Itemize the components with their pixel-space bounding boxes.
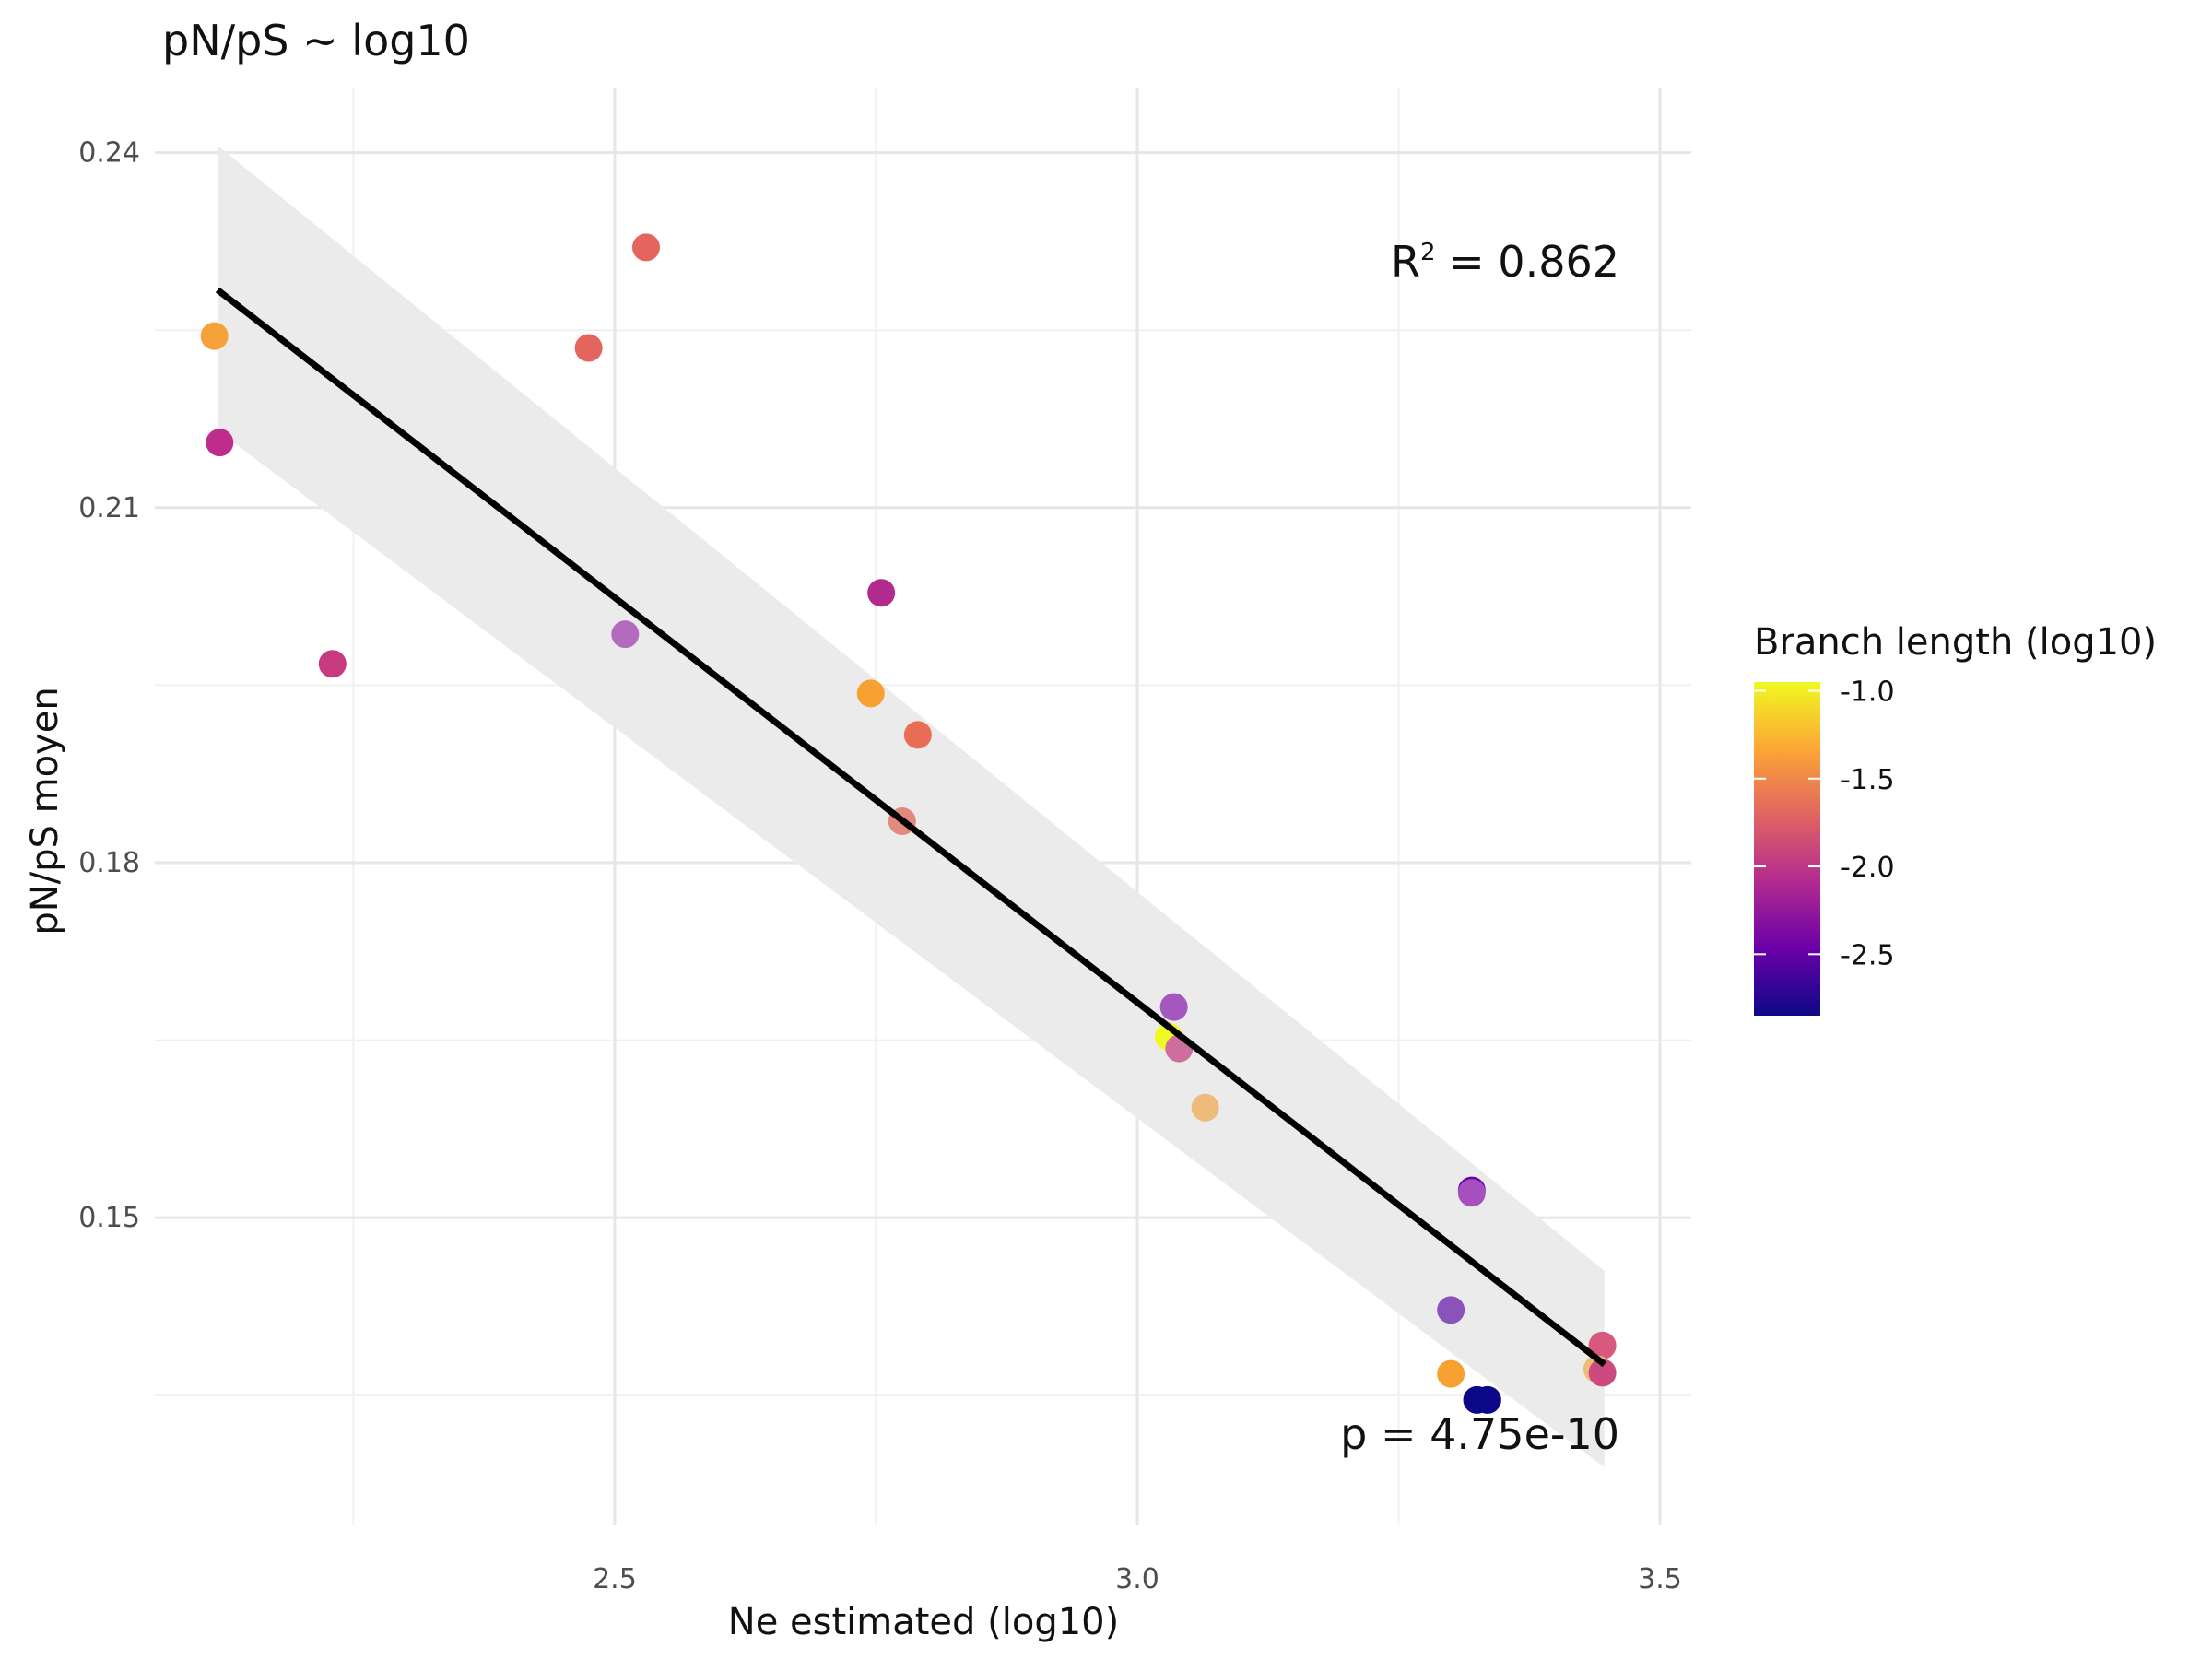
x-tick-label: 3.5 (1638, 1563, 1682, 1595)
data-point (1473, 1385, 1501, 1414)
data-point (1457, 1179, 1486, 1207)
colorbar (1754, 682, 1820, 1016)
data-point (1588, 1331, 1617, 1359)
colorbar-tick-label: -1.5 (1841, 764, 1895, 796)
data-point (867, 579, 896, 607)
data-point (1437, 1359, 1465, 1388)
data-point (574, 334, 603, 362)
grid (155, 88, 1691, 1525)
r-squared-value: = 0.862 (1436, 237, 1619, 287)
y-tick-label: 0.21 (78, 492, 140, 524)
y-tick-label: 0.24 (78, 137, 140, 170)
colorbar-ticks: -1.0 -1.5 -2.0 -2.5 (1754, 677, 1895, 971)
data-point (856, 679, 885, 708)
data-point (206, 429, 234, 457)
data-point (318, 650, 347, 678)
y-axis-title: pN/pS moyen (24, 687, 66, 935)
y-tick-label: 0.18 (78, 847, 140, 879)
data-points (200, 233, 1617, 1414)
confidence-band (218, 145, 1605, 1468)
colorbar-tick-label: -2.5 (1841, 939, 1895, 971)
r-squared-superscript: 2 (1420, 239, 1436, 266)
data-point (1437, 1296, 1465, 1324)
confidence-band-area (218, 145, 1605, 1468)
r-squared-annotation: R2 = 0.862 (1391, 237, 1619, 287)
y-tick-label: 0.15 (78, 1202, 140, 1234)
data-point (631, 233, 660, 262)
legend-title: Branch length (log10) (1754, 621, 2157, 664)
colorbar-tick-label: -2.0 (1841, 852, 1895, 884)
colorbar-tick-label: -1.0 (1841, 677, 1895, 709)
y-axis-ticks: 0.15 0.18 0.21 0.24 (78, 137, 140, 1235)
r-squared-label: R (1391, 237, 1420, 287)
data-point (200, 322, 229, 350)
data-point (1191, 1093, 1219, 1122)
x-tick-label: 3.0 (1115, 1563, 1159, 1595)
data-point (611, 620, 640, 649)
data-point (1159, 993, 1188, 1021)
x-axis-title: Ne estimated (log10) (728, 1601, 1119, 1643)
data-point (1588, 1359, 1617, 1387)
regression-line-group (215, 287, 1607, 1368)
chart-title: pN/pS ~ log10 (162, 16, 470, 65)
regression-line (215, 287, 1607, 1368)
x-tick-label: 2.5 (593, 1563, 637, 1595)
p-value-annotation: p = 4.75e-10 (1340, 1409, 1619, 1459)
x-axis-ticks: 2.5 3.0 3.5 (593, 1563, 1682, 1595)
data-point (903, 721, 932, 749)
